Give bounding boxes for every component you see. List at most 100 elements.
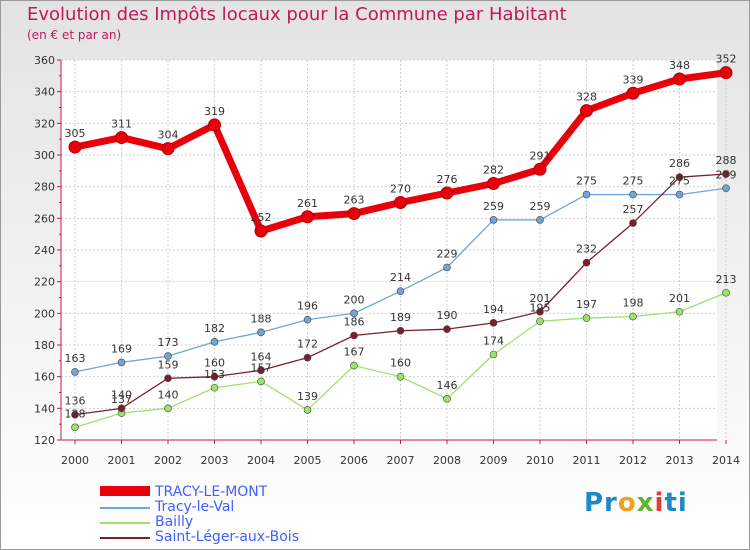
data-point [536,317,544,326]
data-point [489,350,498,359]
data-label: 319 [204,105,225,118]
data-label: 198 [623,297,644,310]
data-label: 263 [344,194,365,207]
data-label: 200 [344,293,365,306]
data-label: 305 [65,127,86,140]
x-tick-label: 2000 [61,454,89,467]
data-point [580,104,593,118]
data-label: 140 [111,388,132,401]
data-point [164,404,172,413]
data-point [210,383,219,392]
proxiti-logo: Proxiti [584,488,688,518]
data-label: 163 [65,352,86,365]
data-point [117,404,126,413]
data-label: 189 [390,311,411,324]
data-label: 201 [669,292,690,305]
y-tick-label: 180 [34,339,55,352]
data-point [487,177,500,190]
data-point [443,263,451,272]
data-label: 139 [297,390,318,403]
data-point [350,309,358,318]
data-label: 275 [623,175,644,188]
data-point [210,338,219,346]
legend-item-tracy-le-mont: TRACY-LE-MONT [100,484,360,501]
x-tick-label: 2004 [247,454,275,467]
legend-swatch [100,537,150,539]
legend-item-bailly: Bailly [100,514,360,531]
data-label: 259 [530,200,551,213]
data-label: 304 [158,129,179,142]
chart-title: Evolution des Impôts locaux pour la Comm… [27,4,567,25]
data-point [440,186,454,200]
data-label: 229 [437,247,458,260]
data-point [629,312,637,321]
data-point [117,358,126,367]
legend-label: TRACY-LE-MONT [155,484,268,500]
data-point [396,372,405,381]
x-tick-label: 2005 [294,454,322,467]
data-point [626,86,640,100]
series-saint-leger-aux-bois [71,170,730,419]
data-label: 140 [158,388,179,401]
data-label: 173 [158,336,179,349]
series [68,66,733,432]
data-label: 201 [530,292,551,305]
y-tick-label: 160 [34,371,55,384]
data-label: 282 [483,164,504,177]
data-label: 182 [204,322,225,335]
y-tick-label: 300 [34,149,55,162]
x-tick-label: 2007 [387,454,415,467]
data-point [533,162,547,176]
data-point [257,377,265,386]
data-label: 275 [576,175,597,188]
data-point [582,258,591,267]
data-point [489,216,498,224]
data-point [396,287,405,295]
data-point [722,170,730,178]
data-label: 186 [344,316,365,329]
data-point [673,72,686,86]
y-tick-label: 340 [34,86,55,99]
data-labels: 305 311 304 319 252 261 263 270 276 282 291 328 339 3… [65,53,737,421]
y-tick-label: 140 [34,402,55,415]
legend-label: Bailly [155,514,194,530]
chart-subtitle: (en € et par an) [27,28,122,42]
data-label: 174 [483,335,504,348]
series-tracy-le-mont [68,66,733,238]
data-point [68,140,82,154]
data-label: 279 [716,168,737,181]
legend-label: Tracy-le-Val [155,499,235,515]
data-point [347,207,361,221]
data-label: 167 [344,346,365,359]
data-label: 291 [530,149,551,162]
data-label: 160 [204,357,225,370]
legend-item-tracy-le-val: Tracy-le-Val [100,499,360,516]
legend-swatch [100,507,150,509]
data-point [443,395,451,403]
data-label: 259 [483,200,504,213]
x-tick-label: 2012 [619,454,647,467]
data-point [303,406,312,414]
data-label: 157 [251,361,272,374]
data-label: 257 [623,203,644,216]
data-label: 270 [390,183,411,196]
data-point [443,325,451,333]
data-label: 153 [204,368,225,381]
x-tick-label: 2009 [480,454,508,467]
data-label: 188 [251,312,272,325]
data-point [208,118,221,132]
data-label: 164 [251,350,272,363]
data-label: 196 [297,300,318,313]
y-tick-label: 220 [34,276,55,289]
legend-item-saint-leger-aux-bois: Saint-Léger-aux-Bois [100,529,360,546]
x-tick-label: 2003 [201,454,229,467]
data-label: 348 [669,59,690,72]
data-point [489,319,498,327]
legend-swatch [100,486,150,496]
data-label: 197 [576,298,597,311]
data-point [629,190,637,199]
data-label: 261 [297,197,318,210]
data-label: 339 [623,73,644,86]
data-point [394,196,407,209]
